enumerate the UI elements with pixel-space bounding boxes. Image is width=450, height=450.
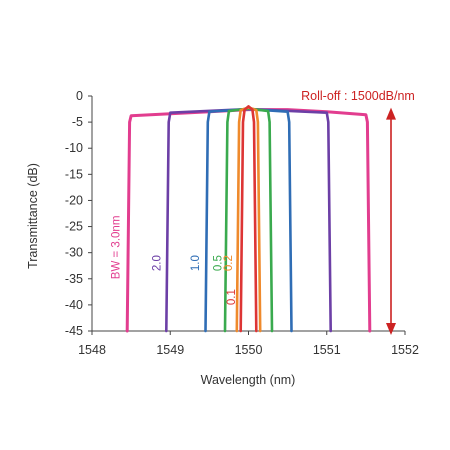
- y-tick-label: -15: [65, 167, 83, 181]
- x-tick-label: 1549: [156, 343, 184, 357]
- roll-off-arrow-head-top: [386, 107, 396, 120]
- series-line-bw-3: [125, 108, 372, 333]
- y-tick-label: -25: [65, 220, 83, 234]
- series-label-bw-2: 2.0: [152, 255, 164, 271]
- x-tick-label: 1551: [313, 343, 341, 357]
- series-line-bw-1: [204, 107, 293, 333]
- roll-off-annotation: Roll-off : 1500dB/nm: [301, 89, 415, 103]
- y-tick-label: 0: [76, 89, 83, 103]
- series-label-bw-0-5: 0.5: [212, 255, 224, 271]
- x-tick-label: 1552: [391, 343, 419, 357]
- y-tick-label: -30: [65, 246, 83, 260]
- y-tick-label: -40: [65, 298, 83, 312]
- roll-off-arrow-head-bottom: [386, 323, 396, 335]
- x-tick-label: 1550: [235, 343, 263, 357]
- series-label-bw-1: 1.0: [190, 255, 202, 271]
- axes: 0 -5 -10 -15 -20 -25 -30 -35 -40 -45 1548 1549 1550 1…: [65, 89, 419, 357]
- series-line-bw-0-1: [239, 105, 258, 333]
- y-tick-label: -10: [65, 141, 83, 155]
- series-label-bw-3: BW = 3.0nm: [111, 216, 123, 280]
- series-group: [125, 105, 372, 333]
- series-label-bw-0-1: 0.1: [226, 289, 238, 305]
- y-tick-label: -35: [65, 272, 83, 286]
- labels-group: BW = 3.0nm 2.0 1.0 0.50.2 0.1: [111, 107, 396, 335]
- x-tick-label: 1548: [78, 343, 106, 357]
- series-line-bw-2: [165, 107, 333, 333]
- x-axis-label: Wavelength (nm): [201, 373, 296, 387]
- y-tick-label: -20: [65, 193, 83, 207]
- y-tick-label: -45: [65, 324, 83, 338]
- y-axis-label: Transmittance (dB): [26, 163, 40, 269]
- series-label-bw-0-2: 0.2: [223, 255, 235, 271]
- y-tick-label: -5: [72, 115, 83, 129]
